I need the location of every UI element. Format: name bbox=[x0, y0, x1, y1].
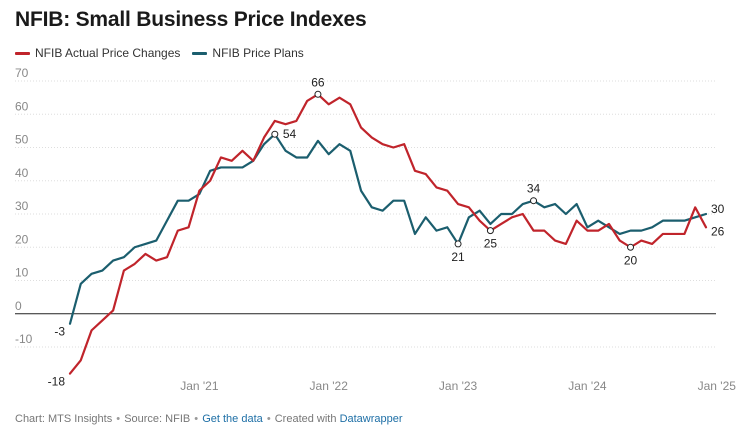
x-axis-ticks: Jan '21 Jan '22 Jan '23 Jan '24 Jan '25 bbox=[180, 379, 736, 393]
gridlines bbox=[15, 80, 716, 348]
chart-footer: Chart: MTS Insights • Source: NFIB • Get… bbox=[15, 413, 403, 425]
x-tick-label: Jan '21 bbox=[180, 379, 219, 393]
footer-separator: • bbox=[116, 413, 121, 425]
footer-chart-credit: Chart: MTS Insights bbox=[15, 413, 113, 425]
series-lines bbox=[68, 93, 708, 375]
annotations: -18 -3 66 54 21 25 34 20 30 26 bbox=[48, 75, 725, 388]
series-line-actual-price-changes bbox=[68, 93, 708, 375]
legend-label-price-plans: NFIB Price Plans bbox=[212, 46, 304, 60]
data-label: 20 bbox=[624, 253, 638, 267]
annotation-marker bbox=[486, 227, 494, 235]
y-tick-label: 10 bbox=[15, 266, 29, 280]
footer-source: Source: NFIB bbox=[124, 413, 191, 425]
data-label: 54 bbox=[283, 127, 297, 141]
annotation-marker bbox=[314, 90, 322, 98]
data-label: 26 bbox=[711, 224, 725, 238]
annotation-marker bbox=[454, 240, 462, 248]
legend-label-actual-price-changes: NFIB Actual Price Changes bbox=[35, 46, 181, 60]
data-label: 34 bbox=[527, 182, 541, 196]
y-tick-label: 30 bbox=[15, 199, 29, 213]
data-label: 25 bbox=[484, 237, 498, 251]
y-tick-label: 20 bbox=[15, 232, 29, 246]
y-axis-ticks: 70 60 50 40 30 20 10 0 -10 bbox=[15, 66, 33, 346]
x-tick-label: Jan '22 bbox=[310, 379, 349, 393]
annotation-marker bbox=[271, 130, 279, 138]
x-tick-label: Jan '25 bbox=[698, 379, 737, 393]
datawrapper-link[interactable]: Datawrapper bbox=[339, 413, 403, 425]
data-label: 21 bbox=[451, 250, 465, 264]
y-tick-label: 70 bbox=[15, 66, 29, 80]
y-tick-label: 50 bbox=[15, 133, 29, 147]
legend-swatch-red bbox=[15, 51, 30, 55]
series-line-price-plans bbox=[68, 133, 708, 325]
legend-swatch-teal bbox=[192, 51, 208, 55]
y-tick-label: 60 bbox=[15, 99, 29, 113]
footer-created-with: Created with bbox=[274, 413, 337, 425]
y-tick-label: 40 bbox=[15, 166, 29, 180]
data-label: -18 bbox=[48, 375, 66, 389]
x-tick-label: Jan '23 bbox=[439, 379, 478, 393]
data-label: 66 bbox=[311, 75, 325, 89]
footer-separator: • bbox=[266, 413, 271, 425]
legend-item-actual-price-changes: NFIB Actual Price Changes bbox=[15, 46, 180, 60]
chart-title: NFIB: Small Business Price Indexes bbox=[15, 8, 367, 31]
x-tick-label: Jan '24 bbox=[568, 379, 607, 393]
get-the-data-link[interactable]: Get the data bbox=[202, 413, 263, 425]
data-label: -3 bbox=[54, 325, 65, 339]
legend-item-price-plans: NFIB Price Plans bbox=[192, 46, 304, 60]
data-label: 30 bbox=[711, 202, 725, 216]
annotation-marker bbox=[530, 197, 538, 205]
y-tick-label: -10 bbox=[15, 332, 33, 346]
footer-separator: • bbox=[194, 413, 199, 425]
y-tick-label: 0 bbox=[15, 299, 22, 313]
chart-legend: NFIB Actual Price Changes NFIB Price Pla… bbox=[15, 46, 316, 60]
annotation-marker bbox=[627, 243, 635, 251]
